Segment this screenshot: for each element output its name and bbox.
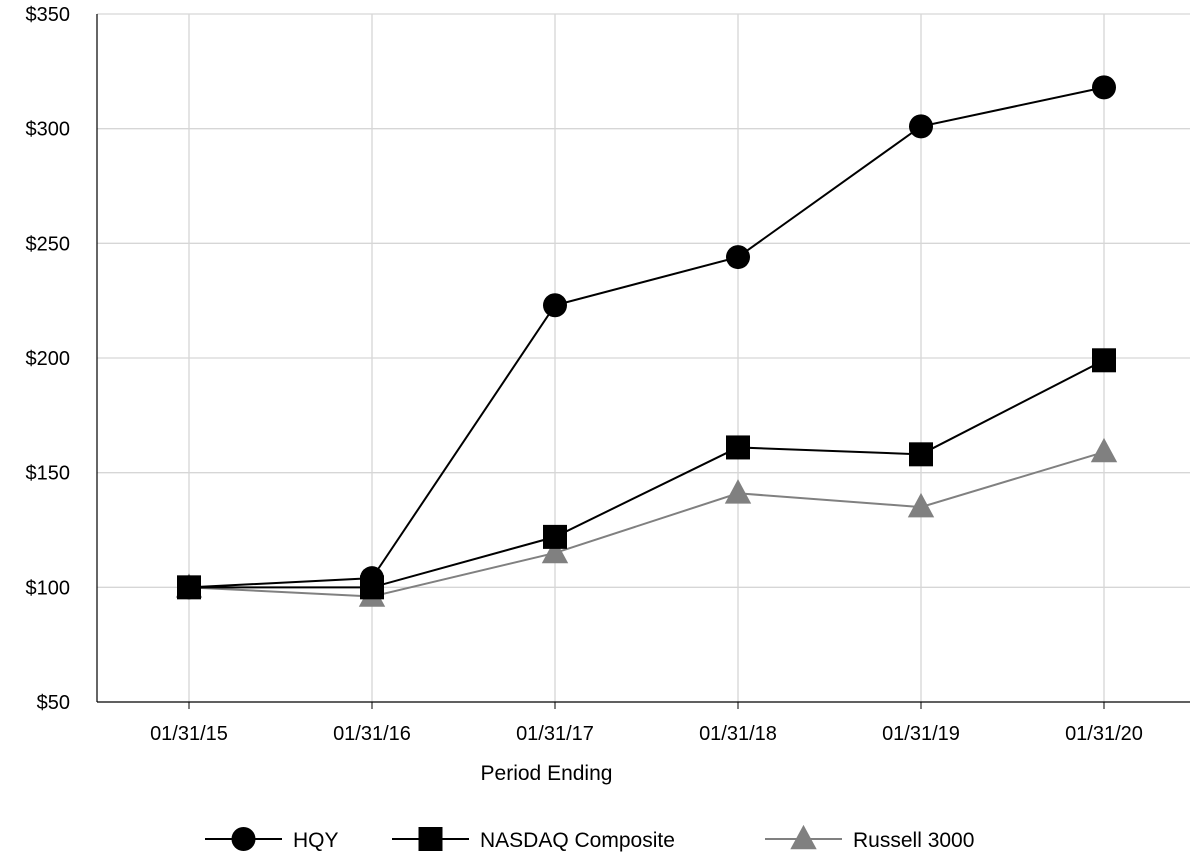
square-marker <box>543 524 567 549</box>
circle-marker <box>909 114 933 139</box>
series-layer <box>175 75 1118 607</box>
square-marker <box>726 435 750 460</box>
y-tick-label: $100 <box>26 577 71 599</box>
legend-label: Russell 3000 <box>853 829 974 852</box>
circle-marker <box>1092 75 1116 100</box>
circle-marker <box>360 566 384 591</box>
triangle-marker <box>724 479 752 504</box>
legend-label: NASDAQ Composite <box>480 829 675 852</box>
x-axis-title: Period Ending <box>481 762 613 785</box>
square-marker <box>909 442 933 467</box>
x-axis-tick-labels: 01/31/15 01/31/16 01/31/17 01/31/18 01/31/19… <box>150 723 1143 745</box>
legend-item: Russell 3000 <box>765 824 974 852</box>
circle-marker <box>231 827 256 851</box>
y-tick-label: $150 <box>26 463 71 485</box>
circle-marker <box>543 293 567 318</box>
series-nasdaq-composite <box>177 348 1116 600</box>
x-tick-label: 01/31/15 <box>150 723 228 745</box>
square-marker <box>1092 348 1116 373</box>
y-tick-label: $200 <box>26 348 71 370</box>
grid-lines <box>97 13 1190 702</box>
series-hqy <box>177 75 1116 600</box>
legend-label: HQY <box>293 829 339 852</box>
x-tick-label: 01/31/19 <box>882 723 960 745</box>
legend: HQY NASDAQ Composite Russell 3000 <box>205 824 974 852</box>
axes <box>96 14 1190 709</box>
circle-marker <box>177 575 201 600</box>
y-tick-label: $250 <box>26 233 71 255</box>
x-tick-label: 01/31/17 <box>516 723 594 745</box>
triangle-marker <box>1090 437 1118 463</box>
series-line <box>189 359 1105 589</box>
y-axis-tick-labels: $50 $100 $150 $200 $250 $300 $350 <box>26 4 71 714</box>
x-tick-label: 01/31/16 <box>333 723 411 745</box>
y-tick-label: $350 <box>26 4 71 26</box>
y-tick-label: $300 <box>26 119 71 141</box>
legend-item: NASDAQ Composite <box>392 827 675 852</box>
square-marker <box>418 827 443 851</box>
series-line <box>188 451 1105 598</box>
triangle-marker <box>541 538 569 564</box>
legend-item: HQY <box>205 827 339 852</box>
triangle-marker <box>907 492 935 518</box>
y-tick-label: $50 <box>37 692 70 714</box>
series-line <box>188 86 1105 589</box>
x-tick-label: 01/31/20 <box>1065 723 1143 745</box>
circle-marker <box>726 245 750 270</box>
triangle-marker <box>790 824 817 850</box>
x-tick-label: 01/31/18 <box>699 723 777 745</box>
